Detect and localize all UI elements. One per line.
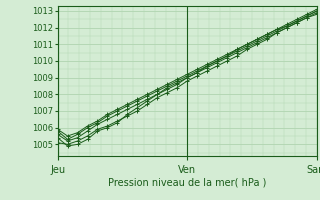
X-axis label: Pression niveau de la mer( hPa ): Pression niveau de la mer( hPa ) [108, 178, 266, 188]
